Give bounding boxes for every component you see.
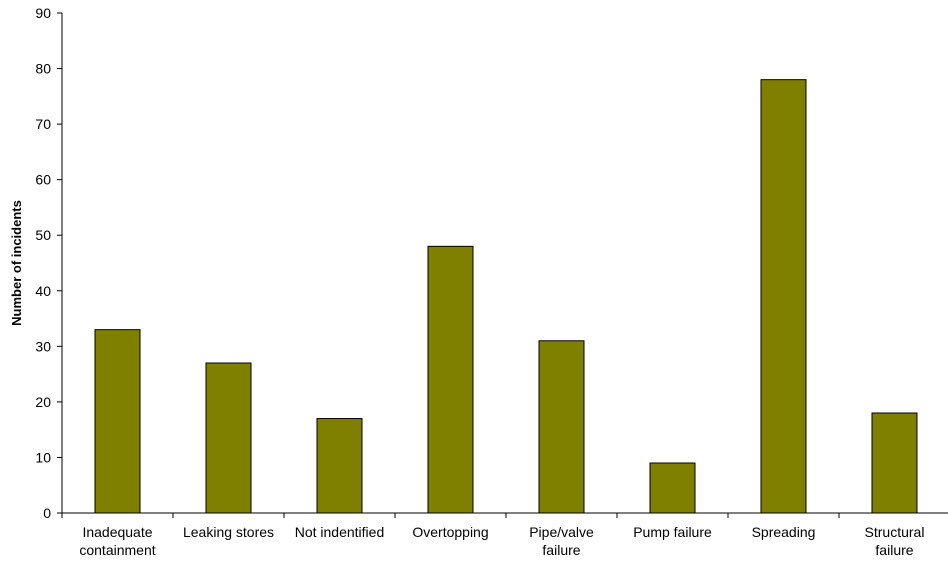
x-category-label-line: Structural [865, 524, 925, 540]
y-tick-label: 30 [35, 338, 51, 354]
y-axis-title: Number of incidents [9, 200, 24, 326]
x-category-label-line: Not indentified [295, 524, 385, 540]
y-tick-label: 10 [35, 449, 51, 465]
category-labels: Inadequate containment Leaking stores Not i… [79, 524, 924, 558]
x-category-label-line: Inadequate [82, 524, 152, 540]
x-category-label: Overtopping [412, 524, 488, 540]
x-category-label-line: Spreading [752, 524, 816, 540]
y-tick-label: 70 [35, 116, 51, 132]
x-category-label: Leaking stores [183, 524, 274, 540]
y-tick-label: 60 [35, 172, 51, 188]
y-tick-label: 80 [35, 61, 51, 77]
x-category-label-line: Pipe/valve [529, 524, 594, 540]
y-tick-label: 20 [35, 394, 51, 410]
y-tick-label: 0 [43, 505, 51, 521]
bar [427, 245, 474, 514]
axes [57, 12, 948, 518]
y-tick-label: 40 [35, 283, 51, 299]
x-category-label-line: failure [875, 542, 913, 558]
x-category-label: Spreading [752, 524, 816, 540]
x-category-label-line: Overtopping [412, 524, 488, 540]
x-category-label-line: Pump failure [633, 524, 712, 540]
bar [205, 362, 252, 514]
x-category-label-line: failure [542, 542, 580, 558]
bar [649, 462, 696, 514]
y-tick-labels: 0 10 20 30 40 50 60 70 80 90 [35, 5, 51, 521]
bars [94, 79, 918, 514]
x-category-label: Pipe/valve failure [529, 524, 594, 558]
x-category-label: Not indentified [295, 524, 385, 540]
x-category-label: Structural failure [865, 524, 925, 558]
y-tick-label: 50 [35, 227, 51, 243]
x-category-label: Inadequate containment [79, 524, 155, 558]
x-category-label: Pump failure [633, 524, 712, 540]
bar [871, 412, 918, 514]
bar [538, 340, 585, 514]
y-tick-label: 90 [35, 5, 51, 21]
bar [760, 79, 807, 514]
bar [316, 418, 363, 514]
x-category-label-line: Leaking stores [183, 524, 274, 540]
x-category-label-line: containment [79, 542, 155, 558]
bar [94, 329, 141, 514]
